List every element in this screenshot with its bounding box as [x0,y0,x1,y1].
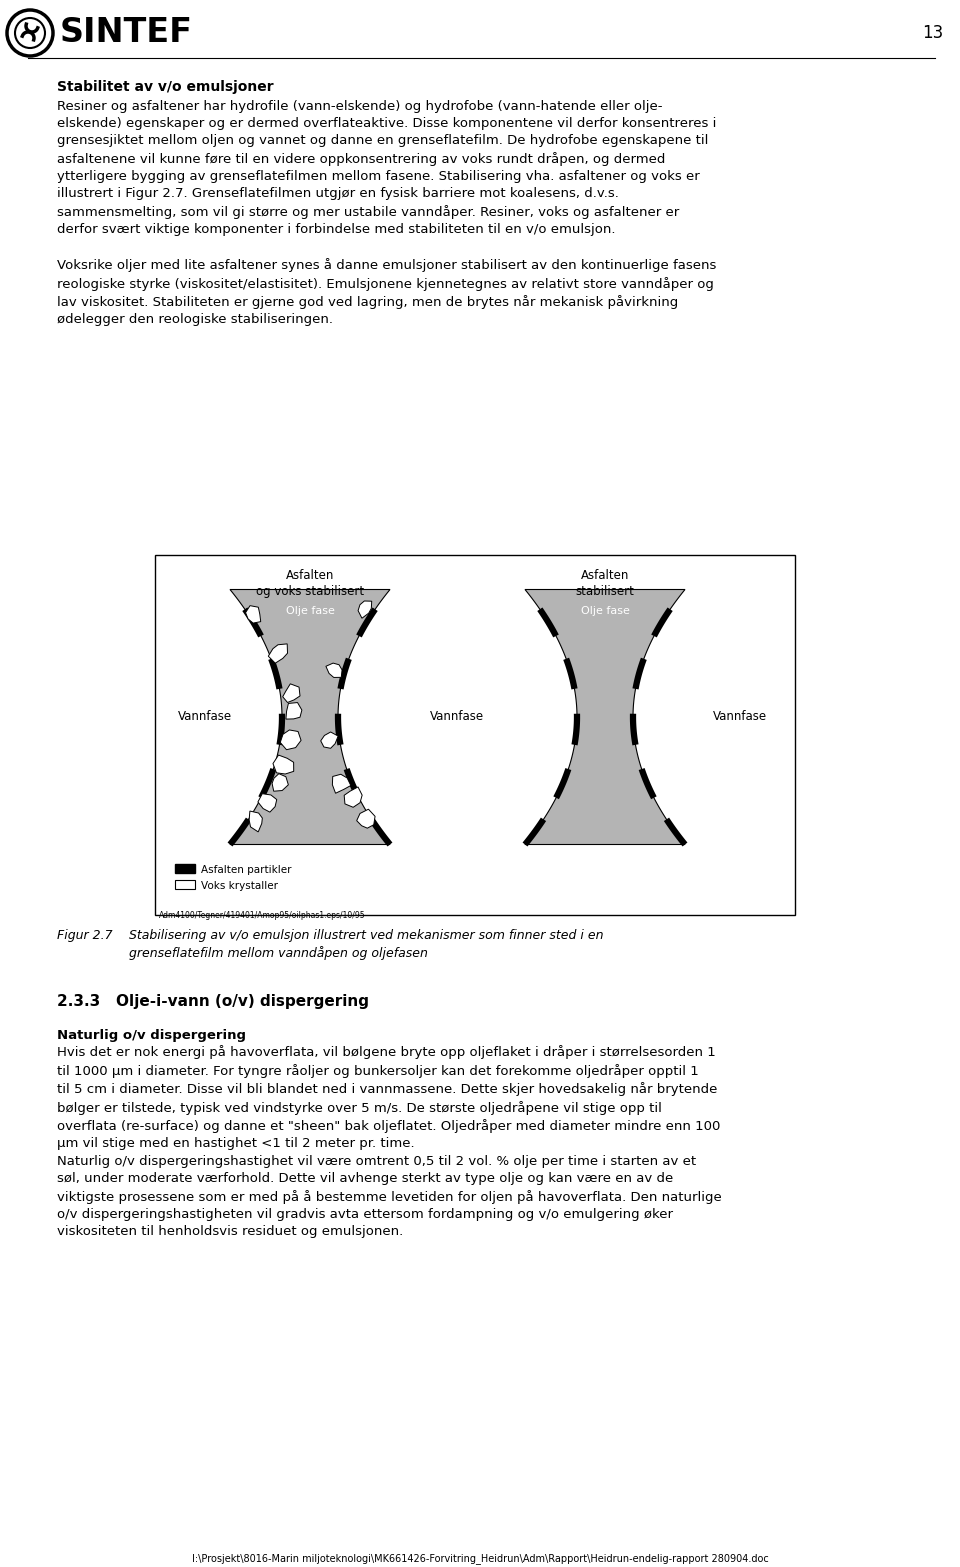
Polygon shape [269,644,287,663]
Polygon shape [286,702,301,719]
Text: Asfalten
og voks stabilisert: Asfalten og voks stabilisert [256,569,364,599]
Polygon shape [325,663,342,677]
Polygon shape [345,787,362,807]
Text: Voks krystaller: Voks krystaller [201,881,278,892]
Text: Naturlig o/v dispergering: Naturlig o/v dispergering [57,1030,246,1042]
Polygon shape [246,606,261,624]
Text: Olje fase: Olje fase [285,606,334,616]
Polygon shape [357,809,375,829]
Text: SINTEF: SINTEF [60,17,193,50]
Bar [175,863,195,873]
Text: Asfalten partikler: Asfalten partikler [201,865,292,874]
Bar [155,555,795,915]
Text: Adm4100/Tegner/419401/Amop95/oilphas1.eps/10/95: Adm4100/Tegner/419401/Amop95/oilphas1.ep… [159,910,366,920]
Text: Voksrike oljer med lite asfaltener synes å danne emulsjoner stabilisert av den k: Voksrike oljer med lite asfaltener synes… [57,259,716,326]
Text: Resiner og asfaltener har hydrofile (vann-elskende) og hydrofobe (vann-hatende e: Resiner og asfaltener har hydrofile (van… [57,100,716,237]
Polygon shape [258,793,276,812]
Polygon shape [230,589,390,845]
Text: 13: 13 [922,24,944,42]
Text: I:\Prosjekt\8016-Marin miljoteknologi\MK661426-Forvitring_Heidrun\Adm\Rapport\He: I:\Prosjekt\8016-Marin miljoteknologi\MK… [192,1553,768,1564]
Text: Vannfase: Vannfase [713,710,767,724]
Text: Asfalten
stabilisert: Asfalten stabilisert [576,569,635,599]
Text: Vannfase: Vannfase [178,710,232,724]
Polygon shape [332,774,350,793]
Polygon shape [273,755,294,774]
Text: 2.3.3   Olje-i-vann (o/v) dispergering: 2.3.3 Olje-i-vann (o/v) dispergering [57,993,369,1009]
Text: Naturlig o/v dispergeringshastighet vil være omtrent 0,5 til 2 vol. % olje per t: Naturlig o/v dispergeringshastighet vil … [57,1155,722,1238]
Text: Stabilitet av v/o emulsjoner: Stabilitet av v/o emulsjoner [57,80,274,94]
Text: Figur 2.7: Figur 2.7 [57,929,112,942]
Polygon shape [282,683,300,702]
Polygon shape [525,589,685,845]
Polygon shape [250,812,262,832]
Text: Stabilisering av v/o emulsjon illustrert ved mekanismer som finner sted i en
gre: Stabilisering av v/o emulsjon illustrert… [129,929,604,961]
Text: Vannfase: Vannfase [430,710,484,724]
Polygon shape [321,732,338,749]
Polygon shape [272,774,288,791]
Text: Olje fase: Olje fase [581,606,630,616]
Text: Hvis det er nok energi på havoverflata, vil bølgene bryte opp oljeflaket i dråpe: Hvis det er nok energi på havoverflata, … [57,1045,720,1150]
Polygon shape [280,730,301,749]
Polygon shape [358,602,372,619]
Bar [175,881,195,888]
